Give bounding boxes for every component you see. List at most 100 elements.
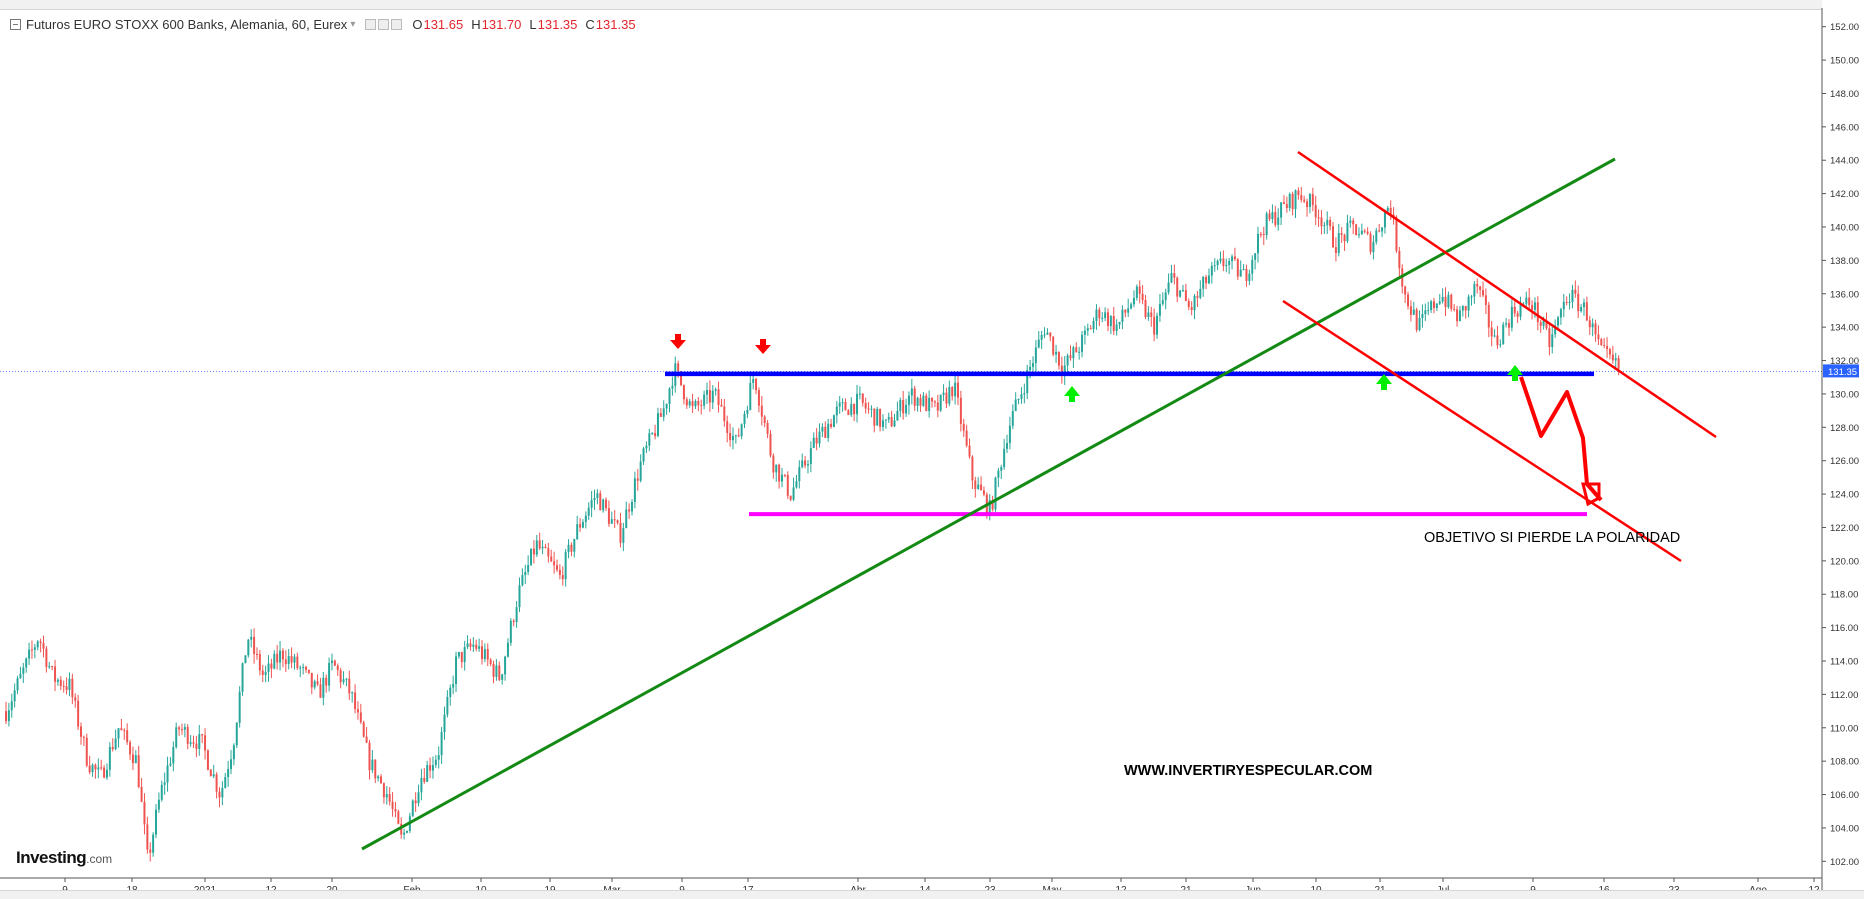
candle-body [1043,334,1046,336]
candle-body [850,403,853,415]
candle-body [131,754,134,764]
candle-body [867,408,870,410]
candle-body [1196,295,1199,298]
candle-body [94,764,97,770]
candle-body [449,687,452,698]
candle-body [873,408,876,426]
candle-body [1458,310,1461,322]
candle-body [356,709,359,713]
candle-body [798,467,801,482]
bottom-scroll-strip[interactable] [0,890,1864,899]
candle-body [1496,335,1499,346]
candle-body [1346,222,1349,242]
candle-body [1294,190,1297,210]
candle-body [1507,323,1510,328]
candle-body [711,390,714,403]
candle-body [1020,394,1023,399]
candle-body [1585,302,1588,321]
price-tick-label: 124.00 [1830,490,1859,501]
candle-body [685,399,688,406]
candle-body [1381,227,1384,232]
candle-body [801,460,804,468]
candle-body [472,644,475,647]
candle-body [452,684,455,688]
candle-body [1594,323,1597,335]
candle-body [1427,309,1430,311]
candle-body [328,663,331,686]
candle-body [1231,256,1234,262]
candle-body [1132,297,1135,305]
candle-body [1161,300,1164,304]
price-tick-label: 136.00 [1830,289,1859,300]
candle-body [893,420,896,427]
candle-body [157,799,160,810]
candle-body [605,499,608,509]
candle-body [313,681,316,688]
candle-body [821,426,824,432]
candle-body [431,765,434,771]
candle-body [129,742,132,755]
candle-body [1473,283,1476,297]
candle-body [677,363,680,371]
candle-body [781,474,784,482]
price-tick-label: 142.00 [1830,189,1859,200]
candle-body [538,540,541,549]
candle-body [628,509,631,512]
candle-body [97,767,100,770]
eye-icon[interactable] [365,18,377,30]
candle-body [155,809,158,835]
symbol-title[interactable]: Futuros EURO STOXX 600 Banks, Alemania, … [26,16,348,32]
candle-body [429,765,432,771]
candle-body [1081,334,1084,352]
close-icon[interactable] [391,18,403,30]
candle-body [319,684,322,698]
candle-body [1378,230,1381,232]
candle-body [1207,275,1210,284]
candle-body [403,832,406,835]
chevron-down-icon[interactable]: ▾ [350,18,356,30]
candle-body [1138,286,1141,294]
candle-body [645,445,648,449]
candle-body [1409,306,1412,315]
candle-body [388,794,391,802]
candle-body [974,480,977,489]
candle-body [919,397,922,406]
candle-body [385,794,388,798]
candle-body [786,474,789,496]
settings-icon[interactable] [378,18,390,30]
candle-body [172,746,175,764]
price-tick-label: 148.00 [1830,89,1859,100]
candle-body [1568,301,1571,303]
objective-label: OBJETIVO SI PIERDE LA POLARIDAD [1424,530,1680,546]
candle-body [553,561,556,566]
price-tick-label: 102.00 [1830,857,1859,868]
candle-body [469,643,472,647]
candles [5,187,1620,862]
candle-body [625,509,628,529]
toolbar-strip[interactable] [0,0,1864,10]
candle-body [302,666,305,668]
candle-body [812,437,815,449]
candle-body [59,679,62,686]
candle-body [359,712,362,723]
candle-body [1453,308,1456,310]
candle-body [330,660,333,664]
collapse-icon[interactable] [10,18,21,30]
candle-body [1158,303,1161,316]
candle-body [1282,202,1285,205]
candle-body [1323,225,1326,227]
candle-body [541,546,544,549]
candle-body [440,732,443,756]
price-axis[interactable]: 102.00 104.00 106.00 108.00 110.00 112.00 114.… [1821,0,1864,898]
candle-body [1257,233,1260,254]
candle-body [1167,282,1170,293]
candle-body [535,540,538,555]
candle-body [783,474,786,476]
candle-body [1499,344,1502,346]
candle-body [939,394,942,411]
candle-body [789,495,792,500]
candle-body [105,769,108,778]
candle-body [844,402,847,411]
candle-body [1098,309,1101,319]
